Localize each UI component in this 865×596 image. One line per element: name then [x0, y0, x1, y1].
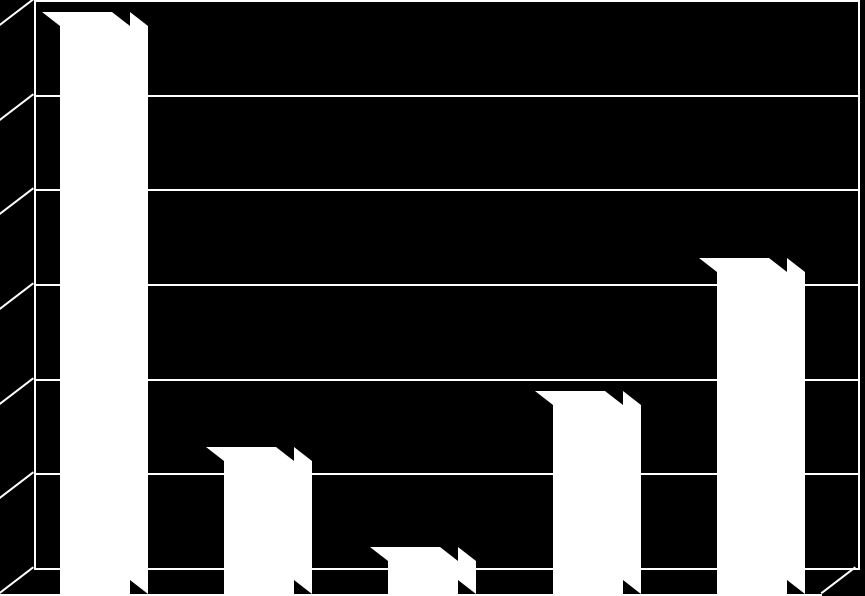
bar	[224, 461, 294, 594]
bar-side	[623, 391, 641, 594]
bar	[388, 561, 458, 594]
gridline	[36, 0, 858, 2]
left-depth-line	[0, 0, 34, 26]
gridline	[36, 95, 858, 97]
bar-side	[787, 258, 805, 594]
bar-chart-3d	[0, 0, 865, 596]
left-depth-line	[0, 566, 34, 594]
left-depth-line	[0, 282, 34, 310]
left-depth-line	[0, 188, 34, 216]
bar	[553, 405, 623, 594]
bar-side	[130, 12, 148, 594]
left-depth-line	[0, 93, 34, 121]
left-depth-line	[0, 377, 34, 405]
gridline	[36, 189, 858, 191]
bar-side	[294, 447, 312, 594]
left-depth-line	[0, 472, 34, 500]
bar	[717, 272, 787, 594]
bar	[60, 26, 130, 594]
right-depth-line	[821, 566, 856, 594]
